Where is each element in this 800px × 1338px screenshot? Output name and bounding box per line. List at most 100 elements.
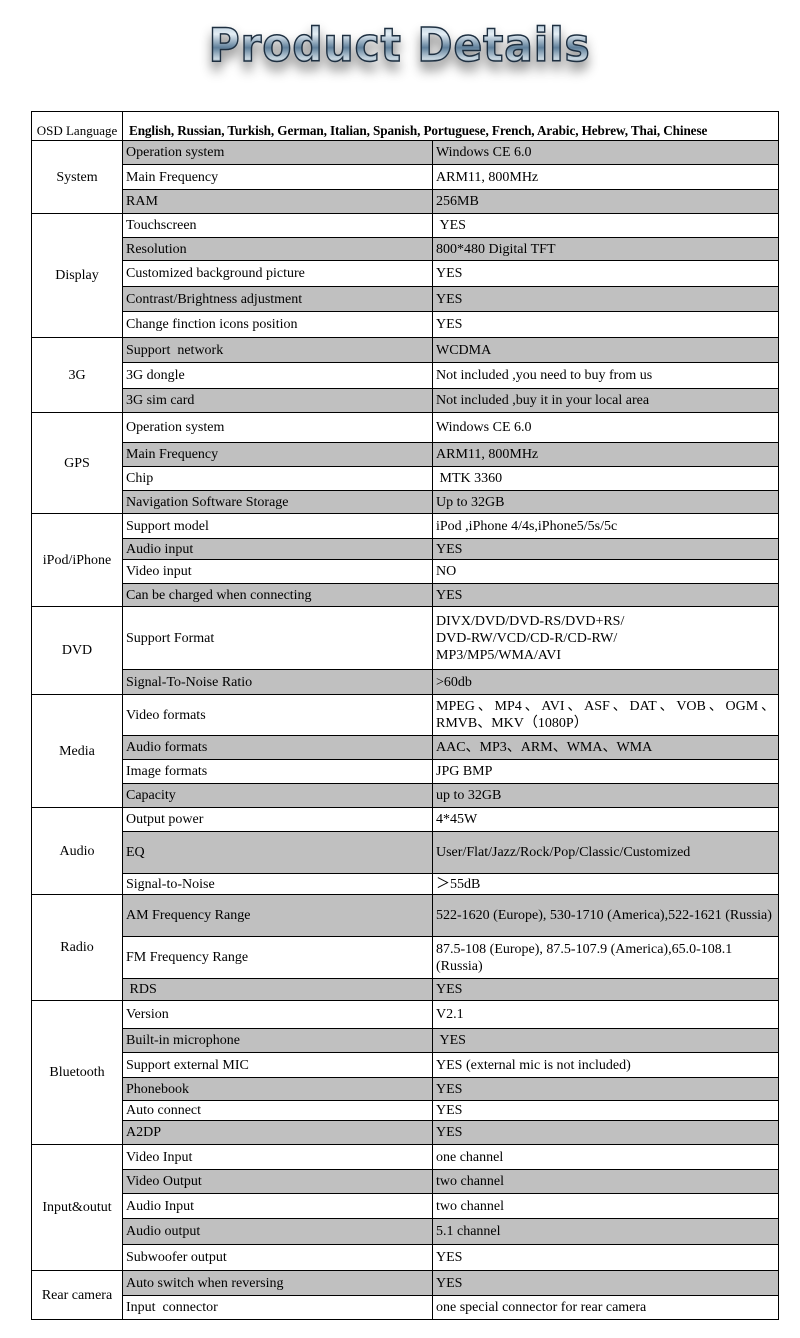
- spec-row: Signal-to-Noise ＞55dB: [32, 873, 780, 895]
- spec-row: RAM 256MB: [32, 189, 780, 214]
- spec-label: Can be charged when connecting: [122, 583, 433, 607]
- category-rear-camera: Rear camera: [31, 1270, 123, 1320]
- spec-row: Capacity up to 32GB: [32, 783, 780, 808]
- spec-label: Video input: [122, 559, 433, 584]
- spec-label: EQ: [122, 831, 433, 874]
- spec-value: JPG BMP: [431, 759, 780, 784]
- spec-label: Audio output: [122, 1218, 433, 1245]
- category-bluetooth: Bluetooth: [31, 1000, 123, 1145]
- spec-label: Support model: [122, 513, 433, 539]
- spec-label: Capacity: [122, 783, 433, 808]
- spec-label: Support network: [122, 337, 433, 363]
- spec-value: 522-1620 (Europe), 530-1710 (America),52…: [431, 894, 780, 937]
- spec-value: YES: [431, 1077, 780, 1101]
- spec-label: Signal-to-Noise: [122, 873, 433, 895]
- spec-row: Main Frequency ARM11, 800MHz: [32, 164, 780, 190]
- spec-row: GPS Operation system Windows CE 6.0: [31, 412, 780, 514]
- spec-value: two channel: [431, 1169, 780, 1194]
- spec-row: FM Frequency Range 87.5-108 (Europe), 87.…: [32, 936, 780, 979]
- spec-value: Not included ,buy it in your local area: [431, 388, 780, 413]
- spec-label: Video Input: [122, 1144, 433, 1170]
- spec-row: Customized background picture YES: [32, 260, 780, 287]
- spec-label: Chip: [122, 466, 433, 491]
- spec-label: Auto switch when reversing: [122, 1270, 433, 1296]
- category-system: System: [31, 140, 123, 214]
- spec-value: 4*45W: [431, 807, 780, 832]
- spec-value: YES: [431, 260, 780, 287]
- spec-row: Image formats JPG BMP: [32, 759, 780, 784]
- spec-value: Not included ,you need to buy from us: [431, 362, 780, 389]
- osd-language-value: English, Russian, Turkish, German, Itali…: [121, 111, 780, 141]
- spec-value: Windows CE 6.0: [431, 140, 780, 165]
- category-audio: Audio: [31, 807, 123, 895]
- spec-row: Input&outut Video Input one channel: [31, 1144, 780, 1271]
- spec-row: Video input NO: [32, 559, 780, 584]
- spec-label: Audio formats: [122, 735, 433, 760]
- spec-row: Can be charged when connecting YES: [32, 583, 780, 607]
- spec-row: iPod/iPhone Support model iPod ,iPhone 4/4…: [31, 513, 780, 607]
- category-media: Media: [31, 694, 123, 808]
- spec-value: V2.1: [431, 1000, 780, 1029]
- spec-row: Signal-To-Noise Ratio >60db: [32, 669, 780, 695]
- spec-row: Phonebook YES: [32, 1077, 780, 1101]
- spec-value: up to 32GB: [431, 783, 780, 808]
- spec-row: Display Touchscreen YES: [31, 213, 780, 338]
- spec-row: EQ User/Flat/Jazz/Rock/Pop/Classic/Custom…: [32, 831, 780, 874]
- spec-row: Audio input YES: [32, 538, 780, 560]
- spec-label: Built-in microphone: [122, 1028, 433, 1053]
- category-3g: 3G: [31, 337, 123, 413]
- spec-value: User/Flat/Jazz/Rock/Pop/Classic/Customiz…: [431, 831, 780, 874]
- spec-label: RAM: [122, 189, 433, 214]
- spec-row: DVD Support Format DIVX/DVD/DVD-RS/DVD+RS/…: [31, 606, 780, 695]
- spec-row: 3G Support network WCDMA: [31, 337, 780, 413]
- spec-table: OSD Language English, Russian, Turkish, …: [31, 111, 780, 1320]
- spec-value: Up to 32GB: [431, 490, 780, 514]
- spec-value: MTK 3360: [431, 466, 780, 491]
- spec-value: YES (external mic is not included): [431, 1052, 780, 1078]
- spec-row: 3G dongle Not included ,you need to buy f…: [32, 362, 780, 389]
- spec-value: 87.5-108 (Europe), 87.5-107.9 (America),…: [431, 936, 780, 979]
- spec-row: Auto connect YES: [32, 1100, 780, 1121]
- spec-value: iPod ,iPhone 4/4s,iPhone5/5s/5c: [431, 513, 780, 539]
- spec-label: Phonebook: [122, 1077, 433, 1101]
- spec-row: Support external MIC YES (external mic is…: [32, 1052, 780, 1078]
- spec-label: Main Frequency: [122, 164, 433, 190]
- spec-value: NO: [431, 559, 780, 584]
- spec-label: FM Frequency Range: [122, 936, 433, 979]
- spec-row: Video Output two channel: [32, 1169, 780, 1194]
- osd-language-row: OSD Language English, Russian, Turkish, …: [31, 111, 780, 141]
- spec-value: YES: [431, 1100, 780, 1121]
- spec-label: Support external MIC: [122, 1052, 433, 1078]
- spec-row: Rear camera Auto switch when reversing YES: [31, 1270, 780, 1320]
- page-header: Product Details: [0, 17, 800, 98]
- spec-row: Audio formats AAC、MP3、ARM、WMA、WMA: [32, 735, 780, 760]
- spec-value: one channel: [431, 1144, 780, 1170]
- spec-label: Signal-To-Noise Ratio: [122, 669, 433, 695]
- category-ipod-iphone: iPod/iPhone: [31, 513, 123, 607]
- spec-label: Main Frequency: [122, 442, 433, 467]
- spec-row: A2DP YES: [32, 1120, 780, 1145]
- spec-label: Auto connect: [122, 1100, 433, 1121]
- spec-label: Video formats: [122, 694, 433, 736]
- spec-label: AM Frequency Range: [122, 894, 433, 937]
- category-radio: Radio: [31, 894, 123, 1001]
- spec-row: Audio output 5.1 channel: [32, 1218, 780, 1245]
- spec-value: two channel: [431, 1193, 780, 1219]
- spec-row: Built-in microphone YES: [32, 1028, 780, 1053]
- spec-label: Version: [122, 1000, 433, 1029]
- spec-value: one special connector for rear camera: [431, 1295, 780, 1320]
- spec-value: 256MB: [431, 189, 780, 214]
- spec-value: 5.1 channel: [431, 1218, 780, 1245]
- spec-label: Video Output: [122, 1169, 433, 1194]
- spec-row: Bluetooth Version V2.1: [31, 1000, 780, 1145]
- spec-label: 3G dongle: [122, 362, 433, 389]
- spec-label: A2DP: [122, 1120, 433, 1145]
- spec-label: Subwoofer output: [122, 1244, 433, 1271]
- spec-label: Image formats: [122, 759, 433, 784]
- spec-value: DIVX/DVD/DVD-RS/DVD+RS/ DVD-RW/VCD/CD-R/…: [431, 606, 780, 670]
- spec-row: Audio Input two channel: [32, 1193, 780, 1219]
- spec-row: Media Video formats MPEG、MP4、AVI、ASF、DAT、V…: [31, 694, 780, 808]
- spec-label: Operation system: [122, 140, 433, 165]
- spec-value: YES: [431, 1270, 780, 1296]
- category-display: Display: [31, 213, 123, 338]
